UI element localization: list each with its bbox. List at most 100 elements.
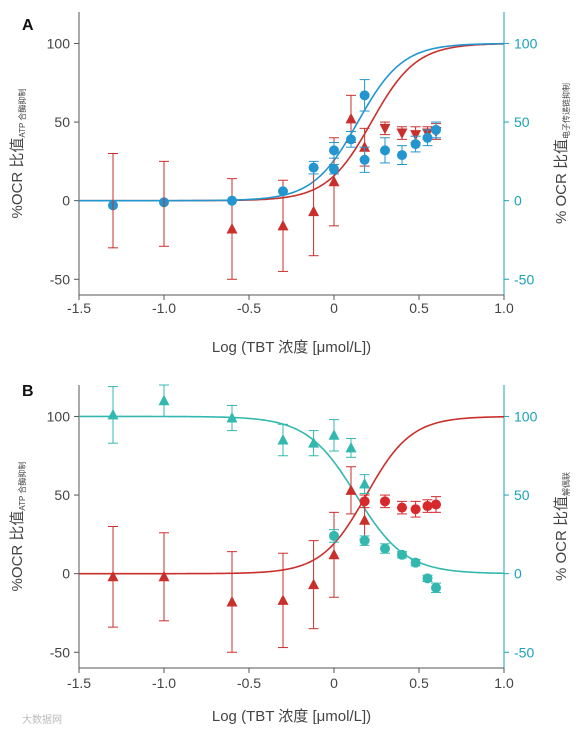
data-point [226, 412, 238, 423]
x-tick-label: 1.0 [494, 675, 514, 691]
data-point [329, 164, 339, 175]
x-tick-label: 0 [330, 300, 338, 316]
y-tick-label-right: 100 [514, 35, 538, 51]
x-tick-label: -0.5 [237, 300, 261, 316]
x-tick-label: -1.5 [67, 300, 91, 316]
y-label-right-main: % OCR 比值 [553, 496, 570, 581]
y-tick-label-right: -50 [514, 271, 534, 287]
data-point [397, 150, 407, 161]
data-point [158, 394, 170, 406]
y-tick-label-left: 100 [47, 408, 71, 424]
data-point [346, 134, 356, 145]
data-point [345, 441, 357, 453]
watermark: 大数据网 [22, 715, 62, 726]
series-0 [107, 466, 371, 653]
data-point [277, 594, 289, 605]
data-point [345, 484, 357, 495]
data-point [277, 434, 289, 445]
y-tick-label-right: 50 [514, 487, 530, 503]
data-point [410, 130, 422, 141]
data-point [329, 145, 339, 156]
data-point [226, 595, 238, 607]
x-tick-label: -1.5 [67, 675, 91, 691]
data-point [308, 205, 320, 217]
data-point [308, 162, 319, 173]
y-label-left-main: %OCR 比值 [9, 138, 26, 219]
data-point [380, 496, 390, 507]
data-point [329, 530, 339, 541]
y-tick-label-right: 100 [514, 408, 538, 424]
series-1 [359, 494, 441, 518]
y-tick-label-right: -50 [514, 644, 534, 660]
fit-curve-1 [79, 415, 505, 575]
data-point [359, 141, 371, 152]
data-point [380, 543, 390, 554]
data-point [396, 128, 408, 140]
data-point [158, 570, 170, 582]
data-point [359, 154, 370, 165]
y-axis-label-left: %OCR 比值ATP 合酶抑制 [9, 462, 27, 592]
x-tick-label: 0.5 [409, 675, 429, 691]
x-tick-label: 0 [330, 675, 338, 691]
panel-label: A [22, 17, 34, 34]
series-2 [107, 384, 371, 494]
data-point [328, 429, 340, 440]
data-point [422, 132, 433, 143]
x-axis-label: Log (TBT 浓度 [μmol/L]) [212, 339, 371, 356]
y-tick-label-right: 50 [514, 114, 530, 130]
y-tick-label-left: 0 [62, 193, 70, 209]
x-tick-label: -1.0 [152, 300, 176, 316]
series-3 [329, 529, 441, 594]
y-tick-label-left: -50 [50, 271, 70, 287]
data-point [345, 112, 357, 124]
y-label-left-sub: ATP 合酶抑制 [17, 462, 27, 511]
data-point [359, 535, 370, 546]
data-point [226, 222, 238, 234]
y-label-right-sub: 电子传递链抑制 [561, 83, 571, 139]
panel-label: B [22, 383, 34, 400]
y-tick-label-left: 50 [54, 487, 70, 503]
data-point [107, 570, 119, 582]
y-label-left-main: %OCR 比值 [9, 511, 26, 592]
data-point [359, 514, 371, 525]
y-label-right-sub: 解偶联 [561, 472, 571, 496]
data-point [410, 139, 421, 150]
data-point [277, 219, 289, 231]
data-point [107, 408, 119, 420]
data-point [308, 437, 320, 448]
data-point [431, 582, 441, 593]
data-point [380, 145, 390, 156]
panel-A: A-1.5 -1.0 -0.5 0 0.5 1.0-50050100-50050100Lo… [9, 12, 571, 356]
y-tick-label-right: 0 [514, 566, 522, 582]
data-point [359, 90, 370, 101]
y-tick-label-right: 0 [514, 193, 522, 209]
y-axis-label-left: %OCR 比值ATP 合酶抑制 [9, 89, 27, 219]
y-tick-label-left: 100 [47, 35, 71, 51]
series-2 [108, 79, 441, 211]
y-tick-label-left: 0 [62, 566, 70, 582]
panel-B: B-1.5 -1.0 -0.5 0 0.5 1.0-50050100-50050100Lo… [9, 383, 571, 725]
data-point [278, 186, 288, 197]
data-point [359, 496, 370, 507]
y-label-right-main: % OCR 比值 [553, 139, 570, 224]
data-point [397, 502, 407, 513]
series-3 [108, 153, 169, 249]
data-point [410, 504, 421, 515]
data-point [431, 124, 441, 135]
x-tick-label: 1.0 [494, 300, 514, 316]
data-point [431, 499, 441, 510]
data-point [422, 501, 433, 512]
y-axis-label-right: % OCR 比值解偶联 [553, 472, 571, 581]
data-point [379, 123, 391, 135]
x-tick-label: 0.5 [409, 300, 429, 316]
y-axis-label-right: % OCR 比值电子传递链抑制 [553, 83, 571, 224]
data-point [227, 195, 237, 206]
data-point [397, 549, 407, 560]
series-0 [226, 94, 371, 280]
data-point [422, 573, 433, 584]
x-tick-label: -1.0 [152, 675, 176, 691]
x-tick-label: -0.5 [237, 675, 261, 691]
data-point [359, 478, 371, 489]
